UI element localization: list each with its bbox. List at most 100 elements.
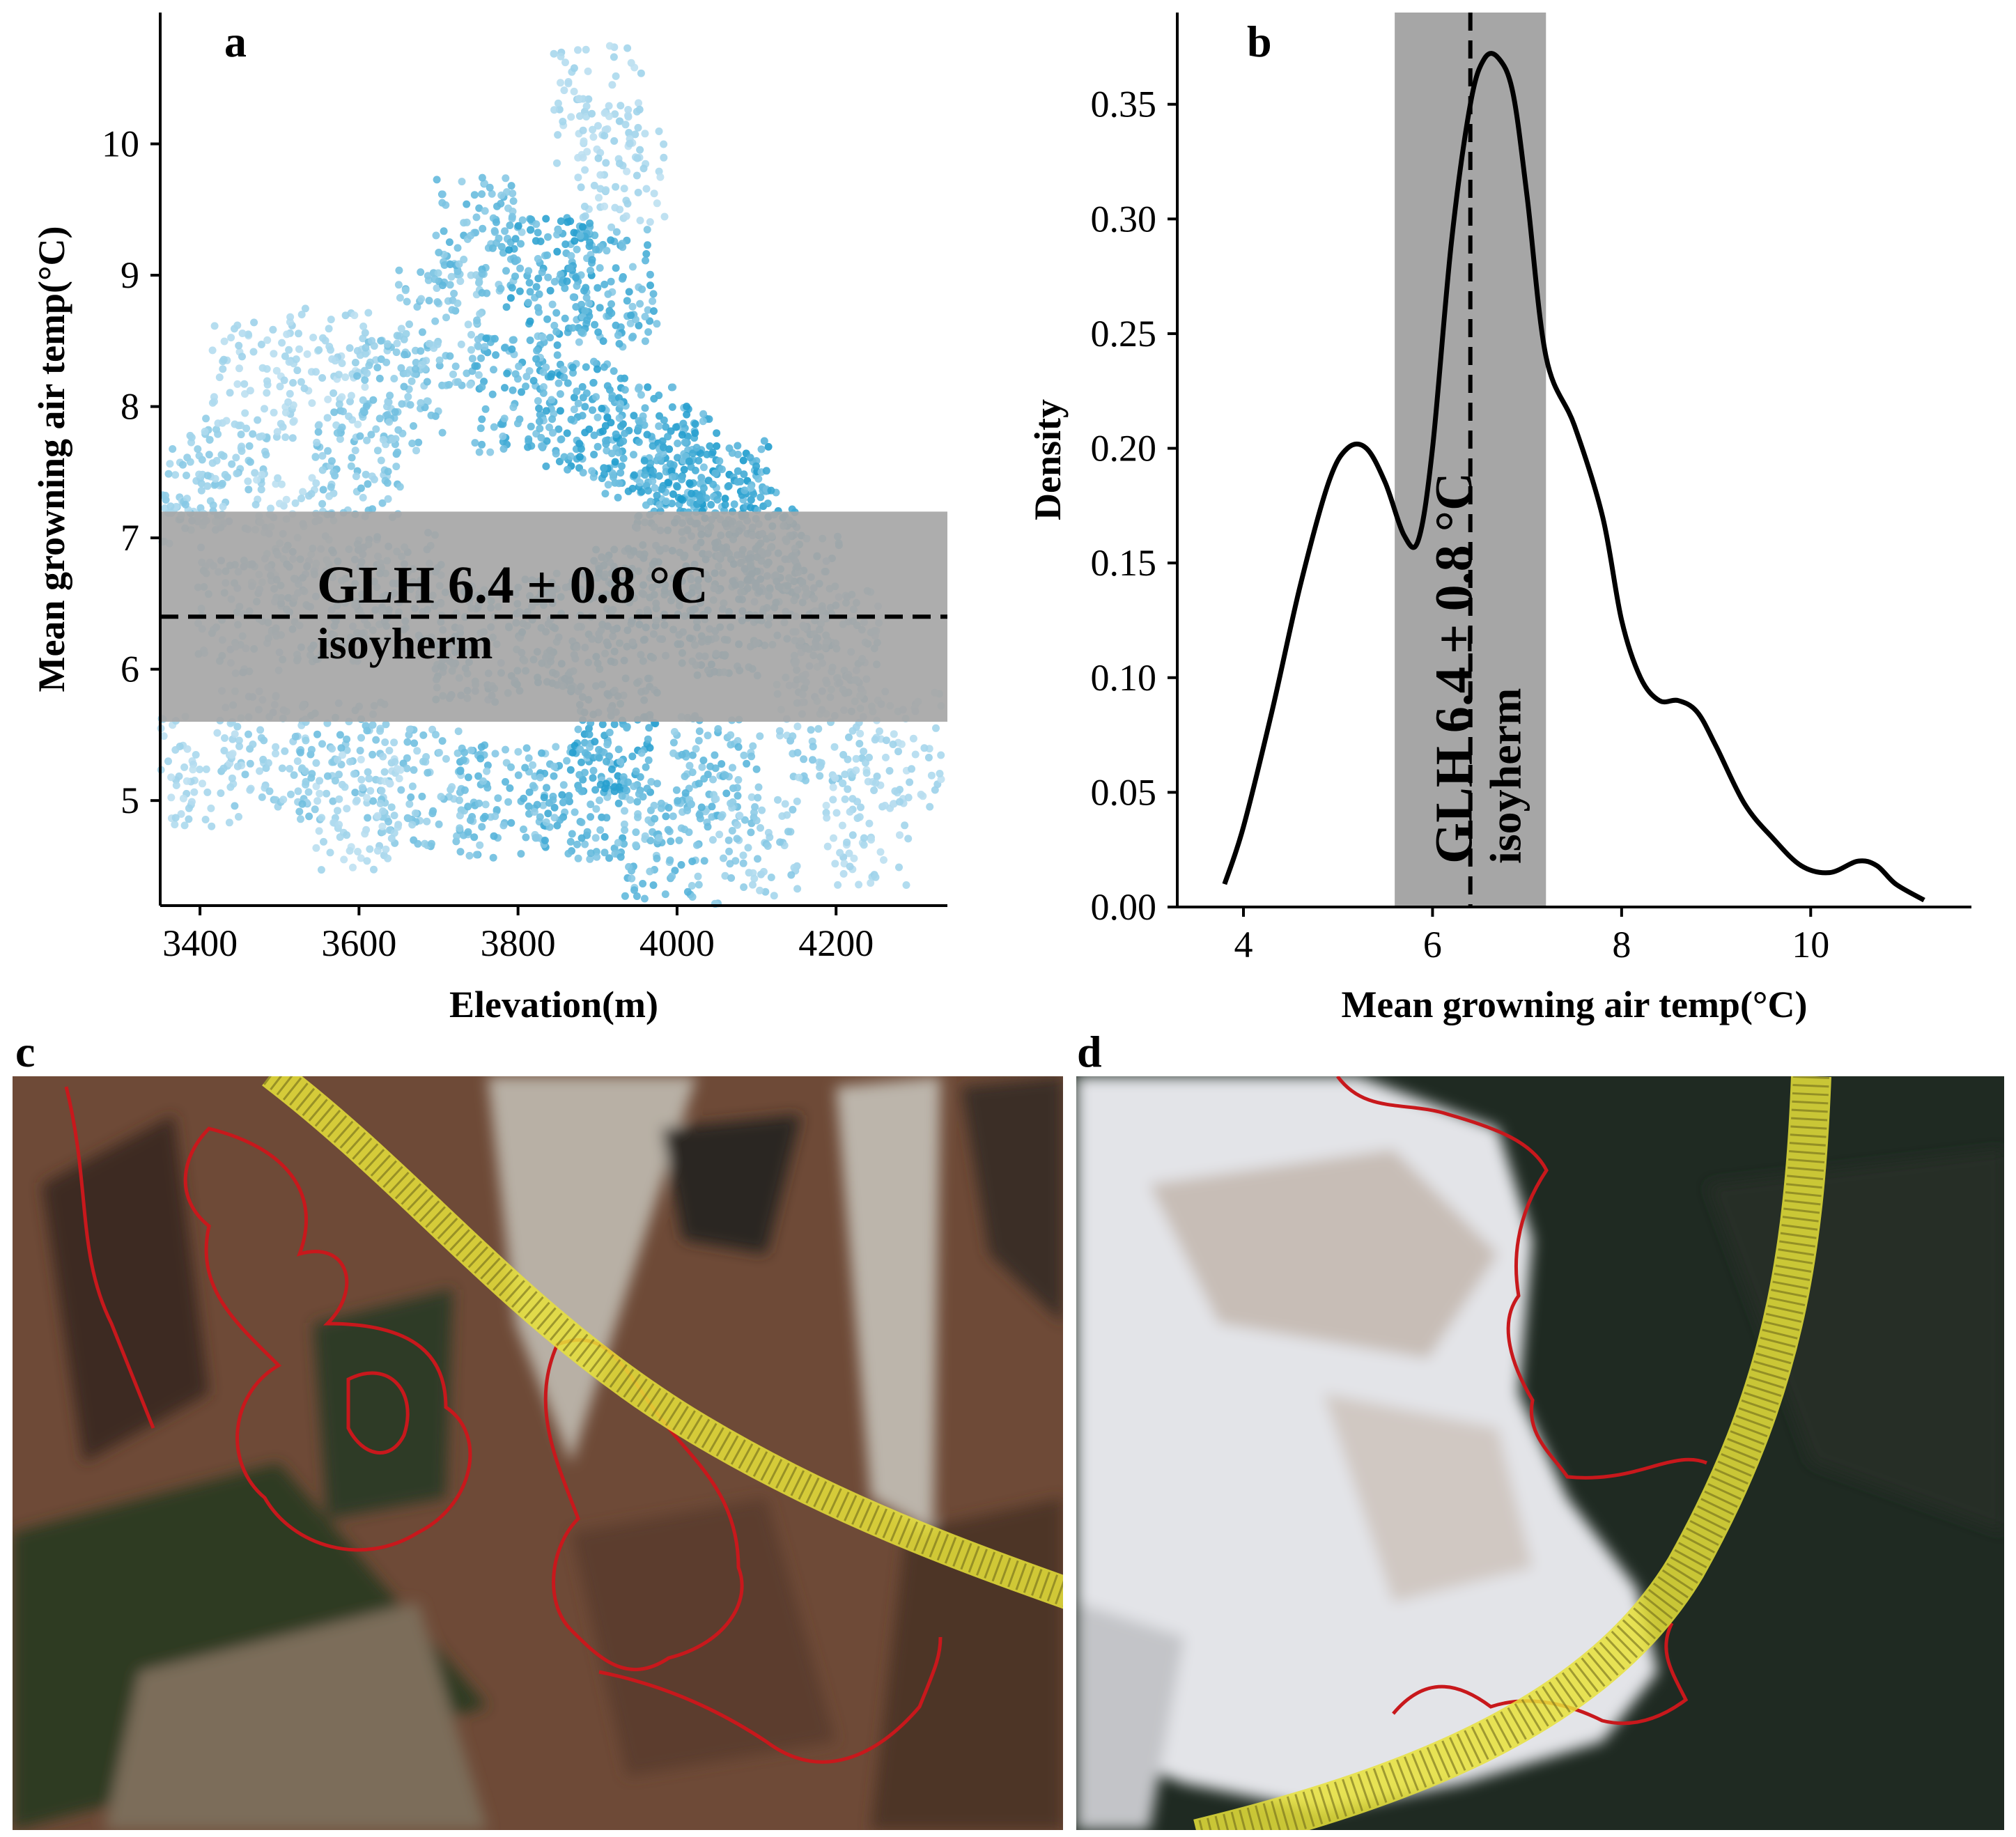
scatter-point	[649, 467, 657, 475]
scatter-point	[343, 735, 351, 743]
scatter-point	[383, 411, 391, 419]
scatter-point	[481, 405, 490, 413]
scatter-point	[594, 284, 602, 292]
x-tick-label: 4000	[639, 922, 715, 964]
scatter-point	[614, 449, 623, 457]
scatter-point	[571, 237, 579, 245]
scatter-point	[695, 881, 703, 889]
scatter-point	[356, 747, 364, 754]
scatter-point	[369, 750, 377, 759]
scatter-point	[369, 396, 378, 404]
scatter-point	[502, 267, 510, 275]
scatter-point	[749, 881, 757, 889]
scatter-point	[766, 833, 774, 842]
scatter-point	[644, 383, 652, 392]
scatter-point	[526, 317, 534, 325]
scatter-point	[249, 430, 257, 438]
scatter-point	[555, 425, 563, 433]
scatter-point	[622, 212, 630, 220]
scatter-point	[513, 256, 521, 264]
scatter-point	[183, 495, 191, 503]
scatter-point	[535, 417, 543, 426]
scatter-point	[396, 483, 404, 491]
scatter-point	[242, 424, 251, 433]
scatter-point	[544, 273, 552, 281]
y-tick-label: 8	[121, 386, 139, 428]
scatter-point	[448, 306, 456, 314]
scatter-point	[568, 363, 577, 371]
scatter-point	[644, 486, 653, 495]
scatter-point	[591, 738, 599, 746]
scatter-point	[581, 166, 589, 174]
scatter-point	[581, 212, 589, 220]
scatter-point	[435, 362, 444, 370]
scatter-point	[527, 422, 535, 431]
scatter-point	[433, 176, 441, 184]
scatter-point	[313, 797, 322, 805]
scatter-point	[601, 784, 609, 793]
scatter-point	[709, 480, 718, 488]
scatter-point	[307, 745, 316, 754]
scatter-point	[553, 341, 561, 349]
scatter-point	[397, 325, 405, 333]
scatter-point	[570, 228, 578, 237]
scatter-point	[366, 845, 374, 853]
scatter-point	[235, 813, 242, 821]
scatter-point	[691, 420, 699, 428]
scatter-point	[534, 255, 542, 263]
scatter-point	[434, 269, 442, 277]
scatter-point	[625, 288, 633, 296]
scatter-point	[681, 438, 689, 447]
scatter-point	[352, 472, 360, 481]
scatter-point	[614, 745, 623, 754]
scatter-point	[717, 813, 725, 821]
y-tick-label: 7	[121, 517, 139, 559]
scatter-point	[357, 734, 365, 742]
scatter-point	[208, 822, 216, 830]
scatter-point	[600, 832, 609, 841]
scatter-point	[428, 809, 437, 818]
scatter-point	[561, 59, 569, 67]
scatter-point	[180, 763, 189, 771]
scatter-point	[675, 836, 683, 844]
scatter-point	[759, 867, 768, 876]
scatter-point	[164, 757, 172, 766]
y-tick-label: 9	[121, 254, 139, 296]
scatter-point	[642, 501, 650, 509]
scatter-point	[699, 417, 707, 426]
scatter-point	[630, 782, 638, 791]
scatter-point	[593, 853, 601, 861]
scatter-point	[669, 738, 678, 747]
scatter-point	[352, 796, 361, 805]
scatter-point	[534, 834, 543, 842]
scatter-point	[564, 78, 573, 86]
scatter-point	[357, 775, 366, 784]
scatter-point	[629, 332, 637, 341]
scatter-point	[708, 803, 716, 811]
scatter-point	[600, 363, 608, 371]
y-tick-label: 5	[121, 780, 139, 821]
scatter-point	[586, 743, 594, 751]
scatter-point	[659, 443, 667, 451]
scatter-point	[524, 443, 532, 451]
scatter-point	[312, 368, 320, 376]
scatter-point	[635, 417, 643, 425]
scatter-point	[582, 102, 591, 110]
scatter-point	[567, 113, 575, 121]
scatter-point	[318, 740, 326, 748]
scatter-point	[375, 414, 384, 423]
scatter-point	[725, 847, 734, 855]
scatter-point	[890, 730, 898, 738]
scatter-point	[433, 284, 441, 293]
scatter-point	[605, 386, 614, 394]
scatter-point	[666, 460, 674, 468]
scatter-point	[642, 256, 649, 265]
scatter-point	[809, 756, 816, 764]
scatter-point	[520, 794, 528, 803]
scatter-point	[566, 217, 575, 225]
scatter-point	[699, 463, 708, 472]
scatter-point	[389, 435, 397, 444]
scatter-point	[335, 821, 343, 829]
scatter-point	[747, 828, 755, 837]
scatter-point	[848, 831, 857, 839]
